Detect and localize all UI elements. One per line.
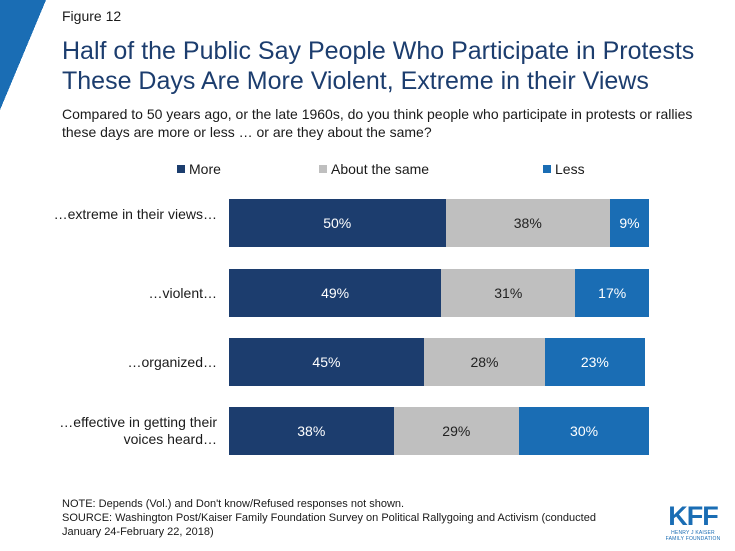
chart-title: Half of the Public Say People Who Partic…	[62, 37, 695, 95]
data-label: 29%	[442, 423, 471, 439]
bar-segment-less: 30%	[519, 407, 649, 455]
legend-item-more: More	[177, 161, 221, 177]
data-label: 31%	[494, 285, 523, 301]
source-text: SOURCE: Washington Post/Kaiser Family Fo…	[62, 512, 596, 538]
legend-swatch-about-the-same	[319, 165, 327, 173]
bar-segment-less: 9%	[610, 199, 649, 247]
data-label: 30%	[570, 423, 599, 439]
category-label: …effective in getting their voices heard…	[59, 414, 217, 447]
data-label: 9%	[619, 215, 640, 231]
data-label: 50%	[323, 215, 352, 231]
bar-segment-more: 38%	[229, 407, 394, 455]
legend-label-less: Less	[555, 161, 585, 177]
bar-segment-about-the-same: 38%	[445, 199, 611, 247]
bar-segment-about-the-same: 31%	[441, 269, 576, 317]
kff-logo: KFF HENRY J KAISER FAMILY FOUNDATION	[663, 503, 723, 543]
category-label: …organized…	[127, 353, 218, 370]
bar-segment-about-the-same: 28%	[423, 338, 546, 386]
bar-segment-less: 23%	[545, 338, 645, 386]
bar-segment-more: 45%	[229, 338, 424, 386]
data-label: 23%	[580, 354, 609, 370]
data-label: 45%	[312, 354, 341, 370]
bar-segment-about-the-same: 29%	[393, 407, 520, 455]
logo-subline-2: FAMILY FOUNDATION	[665, 536, 721, 542]
logo-wordmark: KFF	[668, 501, 718, 531]
note-text: NOTE: Depends (Vol.) and Don't know/Refu…	[62, 498, 405, 510]
bar-segment-less: 17%	[575, 269, 649, 317]
legend-item-about-the-same: About the same	[319, 161, 429, 177]
legend-swatch-less	[543, 165, 551, 173]
data-label: 38%	[297, 423, 326, 439]
legend-label-more: More	[189, 161, 221, 177]
legend-label-about-the-same: About the same	[331, 161, 430, 177]
bar-segment-more: 50%	[229, 199, 446, 247]
corner-accent-shape	[0, 0, 46, 110]
chart-legend: More About the same Less	[0, 161, 735, 179]
category-label: …violent…	[148, 284, 217, 301]
data-label: 49%	[321, 285, 350, 301]
data-label: 28%	[470, 354, 499, 370]
bar-segment-more: 49%	[229, 269, 442, 317]
figure-label: Figure 12	[62, 8, 122, 24]
chart-subtitle: Compared to 50 years ago, or the late 19…	[62, 106, 693, 140]
legend-swatch-more	[177, 165, 185, 173]
category-label: …extreme in their views…	[53, 206, 217, 222]
data-label: 17%	[598, 285, 627, 301]
data-label: 38%	[513, 215, 542, 231]
chart-notes: NOTE: Depends (Vol.) and Don't know/Refu…	[62, 497, 622, 539]
logo-subline-1: HENRY J KAISER	[671, 530, 715, 536]
legend-item-less: Less	[543, 161, 585, 177]
